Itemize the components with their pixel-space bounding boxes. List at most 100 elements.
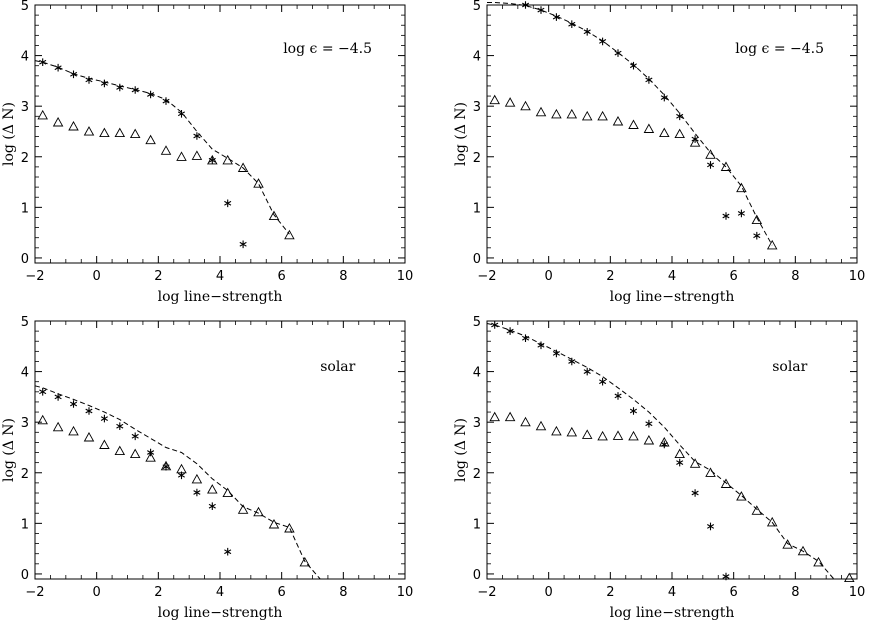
y-tick-label: 5 — [21, 0, 29, 14]
triangle-marker — [268, 518, 280, 529]
axis-ticks: −2 0 2 4 6 8 10 0 1 2 3 4 5 — [473, 0, 866, 284]
triangle-marker — [37, 414, 48, 425]
data-markers — [37, 58, 295, 249]
y-tick-label: 2 — [473, 467, 481, 482]
y-tick-label: 5 — [21, 315, 29, 330]
x-tick-label: 10 — [849, 269, 866, 284]
data-markers — [489, 1, 778, 250]
triangle-marker — [628, 119, 639, 129]
asterisk-marker — [537, 341, 545, 350]
triangle-marker — [52, 421, 64, 432]
asterisk-marker — [224, 547, 232, 556]
triangle-marker — [284, 229, 295, 240]
triangle-marker — [145, 452, 156, 462]
panel-annotation: log ϵ = −4.5 — [735, 41, 824, 57]
triangle-marker — [736, 182, 747, 193]
triangle-marker — [581, 429, 593, 439]
y-tick-label: 2 — [473, 151, 481, 166]
asterisk-marker — [177, 110, 185, 118]
axis-ticks: −2 0 2 4 6 8 10 0 1 2 3 4 5 — [473, 315, 866, 600]
triangle-marker — [643, 434, 655, 445]
asterisk-marker — [131, 86, 139, 94]
triangle-marker — [99, 439, 110, 449]
triangle-marker — [720, 161, 732, 171]
asterisk-marker — [193, 132, 201, 140]
triangle-marker — [535, 106, 547, 117]
triangle-marker — [504, 411, 516, 422]
triangle-marker — [299, 556, 311, 567]
triangle-marker — [284, 522, 295, 533]
asterisk-marker — [629, 407, 637, 415]
triangle-marker — [207, 484, 218, 494]
x-tick-label: −2 — [25, 269, 44, 284]
asterisk-marker — [100, 414, 108, 423]
triangle-marker — [674, 448, 685, 459]
asterisk-marker — [660, 93, 668, 102]
triangle-marker — [566, 426, 578, 437]
data-markers — [37, 388, 311, 567]
fit-line — [34, 385, 321, 580]
x-tick-label: 8 — [791, 269, 799, 284]
panel-top-left: −2 0 2 4 6 8 10 0 1 2 3 4 5 log ϵ = −4.5 log line−st… — [1, 0, 413, 305]
asterisk-marker — [583, 28, 591, 36]
triangle-marker — [191, 473, 203, 484]
asterisk-marker — [147, 90, 155, 99]
asterisk-marker — [39, 388, 47, 396]
triangle-marker — [844, 572, 855, 583]
x-tick-label: −2 — [25, 585, 44, 600]
asterisk-marker — [522, 1, 530, 9]
asterisk-marker — [506, 327, 514, 335]
asterisk-marker — [614, 49, 622, 57]
triangle-marker — [253, 178, 264, 188]
triangle-marker — [551, 108, 562, 119]
x-tick-label: 0 — [545, 585, 553, 600]
triangle-marker — [597, 110, 608, 121]
y-tick-label: 4 — [21, 366, 29, 381]
x-tick-label: 4 — [668, 585, 676, 600]
triangle-marker — [705, 467, 716, 477]
x-axis-label: log line−strength — [158, 605, 283, 621]
triangle-marker — [766, 516, 778, 527]
y-tick-label: 2 — [21, 467, 29, 482]
y-tick-label: 3 — [21, 100, 29, 115]
triangle-marker — [129, 128, 141, 139]
triangle-marker — [68, 425, 79, 436]
triangle-marker — [83, 126, 95, 136]
asterisk-marker — [552, 349, 560, 358]
triangle-marker — [766, 239, 778, 250]
x-tick-label: 6 — [278, 585, 286, 600]
asterisk-marker — [70, 70, 78, 79]
triangle-marker — [160, 460, 172, 471]
x-tick-label: 8 — [339, 269, 347, 284]
triangle-marker — [176, 151, 187, 161]
triangle-marker — [99, 127, 110, 138]
asterisk-marker — [722, 572, 730, 581]
y-tick-label: 0 — [473, 252, 481, 267]
triangle-marker — [37, 109, 48, 120]
triangle-marker — [659, 436, 670, 447]
x-tick-label: 0 — [545, 269, 553, 284]
fit-line-layer — [34, 385, 321, 580]
x-tick-label: 6 — [730, 269, 738, 284]
x-tick-label: 0 — [93, 585, 101, 600]
y-tick-label: 4 — [21, 50, 29, 65]
y-tick-label: 3 — [473, 100, 481, 115]
panel-top-right: −2 0 2 4 6 8 10 0 1 2 3 4 5 log ϵ = −4.5 log line−st… — [453, 0, 865, 305]
asterisk-marker — [116, 83, 124, 92]
triangle-marker — [253, 506, 264, 517]
triangle-marker — [705, 149, 716, 159]
triangle-marker — [813, 556, 824, 567]
triangle-marker — [551, 425, 562, 436]
y-tick-label: 5 — [473, 315, 481, 330]
asterisk-marker — [224, 199, 232, 208]
triangle-marker — [114, 127, 126, 138]
triangle-marker — [751, 505, 763, 515]
asterisk-marker — [599, 37, 607, 46]
fit-line-layer — [34, 60, 290, 235]
asterisk-marker — [39, 58, 47, 66]
y-tick-label: 1 — [473, 517, 481, 532]
x-tick-label: 0 — [93, 269, 101, 284]
y-tick-label: 4 — [473, 366, 481, 381]
triangle-marker — [83, 431, 95, 442]
